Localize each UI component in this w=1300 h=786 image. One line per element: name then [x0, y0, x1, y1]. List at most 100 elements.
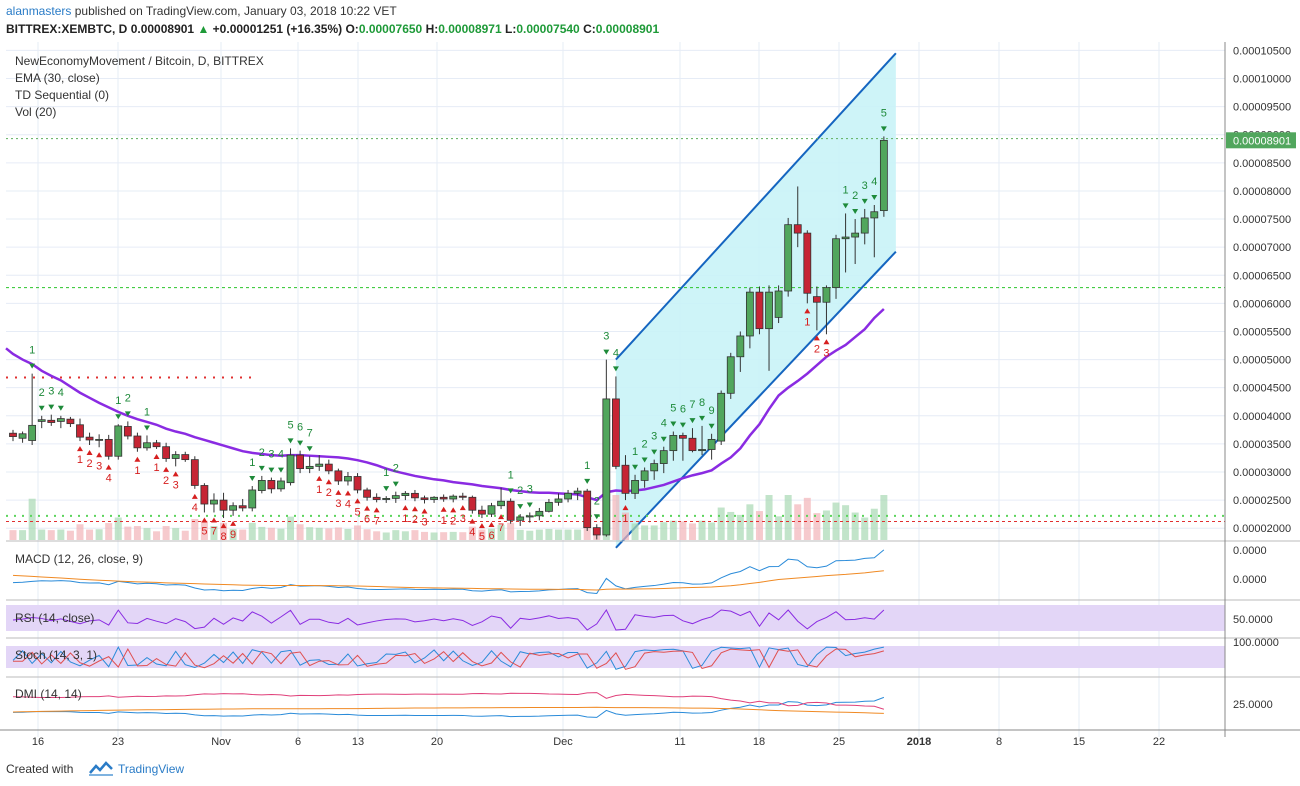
volume-bars [9, 495, 888, 540]
volume-bar [181, 530, 189, 540]
candle-body [420, 497, 429, 500]
candle-body [487, 505, 496, 515]
candle-body [612, 398, 620, 467]
volume-bar [574, 529, 582, 540]
candle-body [621, 464, 630, 494]
td-arrow-up-icon [498, 514, 505, 520]
candle-body [430, 496, 438, 500]
price-axis-label: 0.00004500 [1233, 383, 1291, 395]
volume-bar [851, 512, 859, 540]
volume-bar [239, 529, 247, 540]
td-arrow-down-icon [708, 423, 715, 429]
td-arrow-up-icon [469, 518, 476, 524]
low-label: L: [504, 22, 517, 36]
volume-bar [66, 530, 74, 540]
volume-bar [641, 525, 649, 540]
td-count-label: 4 [58, 387, 64, 399]
candle-body [171, 454, 180, 459]
candle-body [774, 290, 783, 318]
td-arrow-up-icon [163, 466, 170, 472]
candle-body [669, 435, 678, 452]
macd-axis-label: 0.0000 [1233, 545, 1267, 557]
dmi-axis-label: 25.0000 [1233, 699, 1273, 711]
td-count-label: 1 [804, 316, 810, 328]
stoch-d-line [13, 648, 885, 670]
tradingview-link[interactable]: TradingView [118, 762, 185, 776]
td-arrow-down-icon [603, 349, 610, 355]
volume-bar [363, 529, 371, 540]
td-count-label: 3 [527, 483, 533, 495]
td-count-label: 4 [661, 418, 667, 430]
volume-bar [430, 532, 438, 540]
volume-bar [38, 529, 46, 540]
td-count-label: 8 [220, 531, 226, 543]
td-arrow-up-icon [354, 498, 361, 504]
candle-body [18, 433, 27, 439]
td-arrow-down-icon [29, 363, 36, 369]
td-count-label: 1 [316, 484, 322, 496]
td-arrow-up-icon [76, 446, 83, 452]
author-link[interactable]: alanmasters [6, 4, 72, 18]
candle-body [76, 424, 84, 438]
candle-body [315, 463, 324, 467]
volume-bar [105, 523, 113, 540]
price-change: +0.00001251 (+16.35%) [212, 22, 343, 36]
td-arrow-down-icon [383, 486, 390, 492]
td-count-label: 8 [699, 397, 705, 409]
volume-bar [191, 518, 199, 540]
volume-bar [200, 520, 208, 540]
time-axis[interactable]: 16 23 Nov 6 13 20 Dec 11 18 25 2018 8 15 22 [0, 729, 1300, 748]
volume-bar [287, 516, 295, 540]
td-count-label: 5 [881, 107, 887, 119]
td-count-label: 2 [259, 447, 265, 459]
volume-bar [401, 531, 409, 540]
price-axis-label: 0.00006500 [1233, 270, 1291, 282]
candle-body [812, 296, 821, 303]
td-arrow-down-icon [392, 481, 399, 487]
td-arrow-down-icon [526, 502, 533, 508]
td-count-label: 4 [278, 449, 284, 461]
candle-body [66, 418, 75, 425]
td-count-label: 1 [402, 513, 408, 525]
volume-bar [172, 528, 180, 540]
td-arrow-up-icon [325, 479, 332, 485]
current-price-badge [1226, 132, 1296, 149]
td-arrow-up-icon [622, 505, 629, 511]
candle-body [143, 442, 151, 449]
candle-body [449, 495, 458, 500]
candle-body [851, 232, 860, 238]
volume-bar [507, 522, 515, 540]
volume-bar [9, 530, 17, 540]
td-arrow-down-icon [861, 198, 868, 204]
channel-upper-line [615, 52, 897, 361]
price-axis[interactable]: 0.000105000.000100000.000095000.00009000… [1224, 42, 1296, 737]
candle-body [860, 217, 869, 234]
price-axis-label: 0.00010000 [1233, 74, 1291, 86]
candle-body [267, 480, 276, 490]
volume-bar [813, 513, 821, 540]
candle-body [257, 480, 266, 491]
candle-body [688, 437, 697, 452]
candle-body [133, 435, 142, 449]
td-arrow-up-icon [96, 452, 103, 458]
td-count-label: 4 [192, 502, 198, 514]
low-value: 0.00007540 [516, 22, 580, 36]
td-count-label: 3 [862, 180, 868, 192]
volume-bar [229, 528, 237, 540]
candle-body [104, 438, 113, 457]
candle-body [37, 419, 46, 422]
volume-bar [794, 504, 802, 540]
tradingview-logo-icon[interactable] [88, 760, 114, 776]
volume-bar [822, 510, 830, 540]
volume-bar [535, 529, 543, 540]
volume-bar [47, 530, 55, 540]
candle-body [56, 418, 65, 422]
td-arrow-down-icon [852, 209, 859, 215]
volume-bar [660, 522, 668, 540]
dmi-minus-line [12, 692, 885, 710]
legend-ema: EMA (30, close) [15, 71, 100, 85]
volume-bar [631, 523, 639, 540]
volume-bar [421, 531, 429, 540]
price-axis-label: 0.00006000 [1233, 298, 1291, 310]
